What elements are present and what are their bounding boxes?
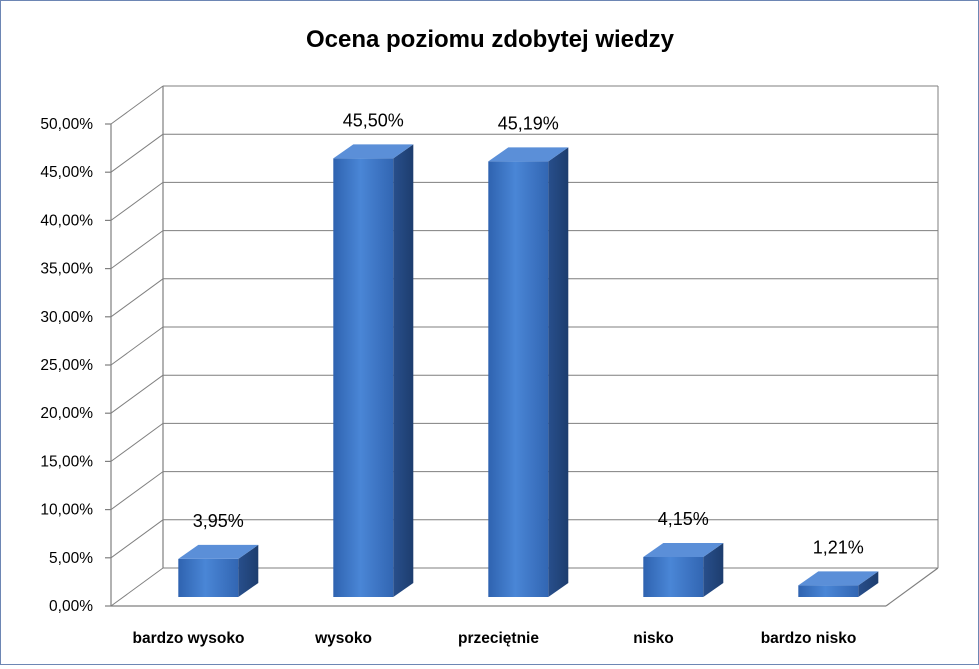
data-labels: 3,95% 45,50% 45,19% 4,15% 1,21% — [193, 110, 864, 557]
gridline-diagonal — [110, 519, 164, 559]
y-tick-label: 10,00% — [40, 502, 93, 519]
x-tick-label: nisko — [633, 630, 673, 647]
gridline-diagonal — [110, 181, 164, 221]
bar-front — [798, 585, 859, 597]
gridline-diagonal — [110, 326, 164, 366]
x-axis-ticks: bardzo wysoko wysoko przeciętnie nisko bardz… — [133, 630, 857, 647]
data-label: 4,15% — [658, 509, 709, 529]
gridline-diagonal — [110, 567, 164, 607]
chart-title: Ocena poziomu zdobytej wiedzy — [306, 26, 675, 53]
y-tick-label: 50,00% — [40, 116, 93, 133]
bar-front — [333, 158, 394, 597]
data-label: 1,21% — [813, 537, 864, 557]
y-tick-label: 0,00% — [49, 598, 93, 615]
bar-top — [488, 147, 569, 162]
bar-side — [548, 147, 569, 597]
gridline-diagonal — [110, 230, 164, 270]
y-tick-label: 20,00% — [40, 405, 93, 422]
x-tick-label: bardzo nisko — [761, 630, 857, 647]
gridline-diagonal — [110, 471, 164, 511]
floor-right-edge — [885, 567, 939, 607]
x-tick-label: wysoko — [314, 630, 372, 647]
bar-top — [798, 571, 879, 586]
bar — [643, 542, 724, 597]
bar — [798, 571, 879, 597]
bar-side — [858, 571, 879, 597]
y-tick-label: 35,00% — [40, 261, 93, 278]
gridline-diagonal — [110, 422, 164, 462]
bar-side — [393, 144, 414, 597]
gridline-diagonal — [110, 133, 164, 173]
gridline-diagonal — [110, 278, 164, 318]
y-tick-label: 40,00% — [40, 212, 93, 229]
x-tick-label: bardzo wysoko — [133, 630, 245, 647]
bar-front — [643, 556, 704, 597]
y-tick-label: 15,00% — [40, 453, 93, 470]
data-label: 45,19% — [498, 113, 559, 133]
bar-front — [178, 558, 239, 597]
y-tick-label: 30,00% — [40, 309, 93, 326]
bar-top — [333, 144, 414, 159]
bar-front — [488, 161, 549, 597]
y-tick-label: 5,00% — [49, 550, 93, 567]
y-axis-ticks: 0,00% 5,00% 10,00% 15,00% 20,00% 25,00% 30,00%… — [40, 116, 93, 615]
bar — [178, 544, 259, 597]
bar-side — [703, 542, 724, 597]
data-label: 3,95% — [193, 511, 244, 531]
y-tick-label: 25,00% — [40, 357, 93, 374]
gridline-diagonal — [110, 374, 164, 414]
bar — [488, 147, 569, 597]
bar-top — [178, 544, 259, 559]
bar-side — [238, 544, 259, 597]
bar — [333, 144, 414, 597]
y-tick-label: 45,00% — [40, 164, 93, 181]
gridline-diagonal — [110, 85, 164, 125]
x-tick-label: przeciętnie — [458, 630, 539, 647]
bars — [178, 144, 879, 597]
data-label: 45,50% — [343, 110, 404, 130]
bar-top — [643, 542, 724, 557]
